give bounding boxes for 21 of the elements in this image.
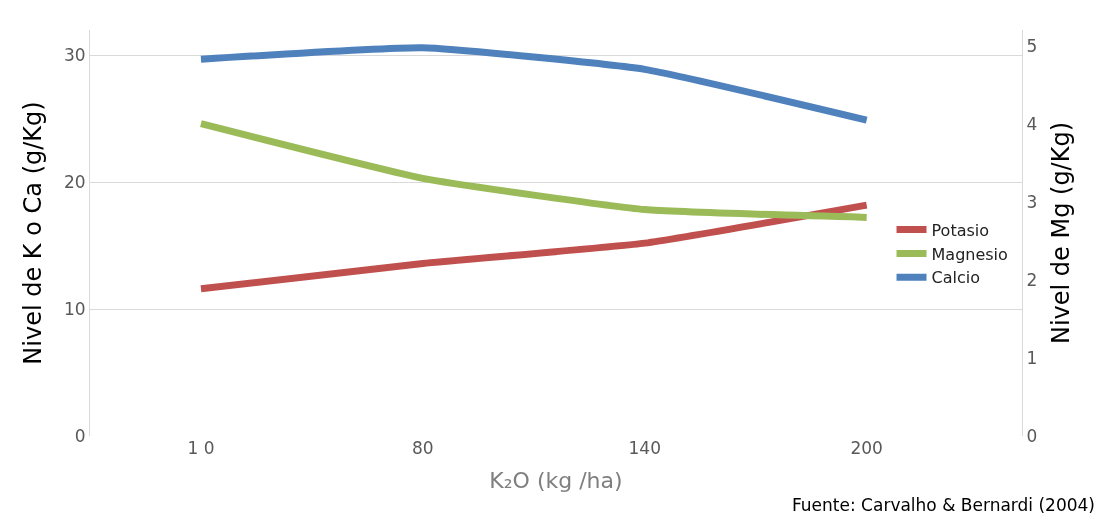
legend-label: Magnesio <box>931 244 1008 264</box>
x-tick-label: 80 <box>412 438 434 458</box>
y-axis-title: Nivel de K o Ca (g/Kg) <box>19 101 48 365</box>
y2-axis-title: Nivel de Mg (g/Kg) <box>1046 121 1075 345</box>
legend-label: Calcio <box>931 268 980 288</box>
x-axis-title: K₂O (kg /ha) <box>489 467 623 493</box>
source-note: Fuente: Carvalho & Bernardi (2004) <box>792 495 1095 515</box>
x-tick-label: 1 0 <box>187 438 215 458</box>
legend-label: Potasio <box>931 220 990 240</box>
y2-tick-label: 3 <box>1026 191 1038 212</box>
y-tick-label: 20 <box>63 172 86 193</box>
y2-tick-label: 4 <box>1026 113 1038 134</box>
y-tick-label: 30 <box>63 45 86 66</box>
y2-tick-label: 1 <box>1026 347 1038 368</box>
y2-tick-label: 5 <box>1026 35 1038 56</box>
x-tick-label: 200 <box>850 438 883 458</box>
y2-tick-label: 2 <box>1026 269 1038 290</box>
y-tick-label: 0 <box>74 425 86 446</box>
y2-tick-label: 0 <box>1026 425 1038 446</box>
x-tick-label: 140 <box>628 438 661 458</box>
y-tick-label: 10 <box>63 299 86 320</box>
